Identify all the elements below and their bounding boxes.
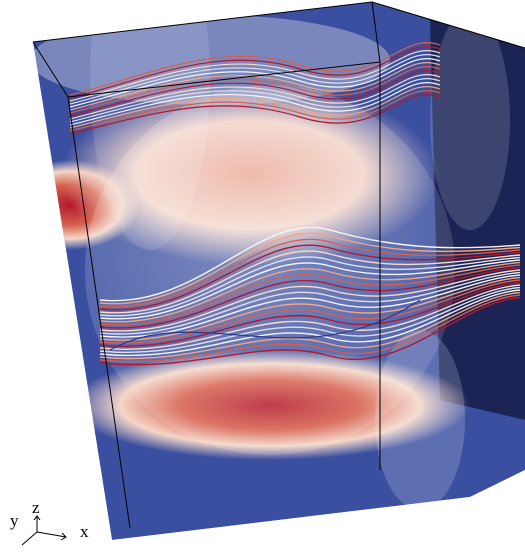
streamline (69, 82, 441, 126)
streamline (69, 94, 441, 135)
streamline (99, 276, 521, 341)
axis-label-x: x (80, 522, 89, 541)
streamline (69, 62, 441, 111)
streamline (69, 70, 441, 117)
streamline (69, 50, 441, 102)
streamline (69, 90, 441, 132)
streamline (69, 66, 441, 114)
streamline (69, 46, 441, 99)
streamline (99, 274, 521, 338)
streamline (99, 284, 521, 350)
axes-triad: y z x (10, 498, 89, 546)
cube-edges (32, 1, 525, 529)
streamline (99, 264, 521, 326)
streamline (99, 289, 521, 357)
streamlines (69, 42, 521, 366)
streamline (99, 291, 521, 360)
streamline (69, 58, 441, 108)
streamline (99, 271, 521, 335)
streamline (69, 42, 441, 96)
streamline (99, 281, 521, 347)
streamline (99, 250, 521, 314)
streamline (99, 269, 521, 332)
streamline (69, 78, 441, 123)
streamline (99, 296, 521, 366)
streamline (109, 299, 421, 351)
streamline (99, 286, 521, 353)
streamline (69, 74, 441, 120)
volume (33, 2, 525, 540)
streamline (99, 266, 521, 329)
streamline (99, 232, 521, 305)
streamline (99, 259, 521, 320)
streamline (99, 226, 521, 302)
streamline (99, 279, 521, 344)
streamline (99, 261, 521, 323)
streamline (99, 256, 521, 317)
streamline (69, 54, 441, 105)
axis-label-y: y (10, 511, 19, 530)
streamline (99, 238, 521, 308)
streamline (99, 294, 521, 363)
streamline (99, 244, 521, 311)
axis-label-z: z (32, 498, 40, 517)
streamline (69, 86, 441, 129)
